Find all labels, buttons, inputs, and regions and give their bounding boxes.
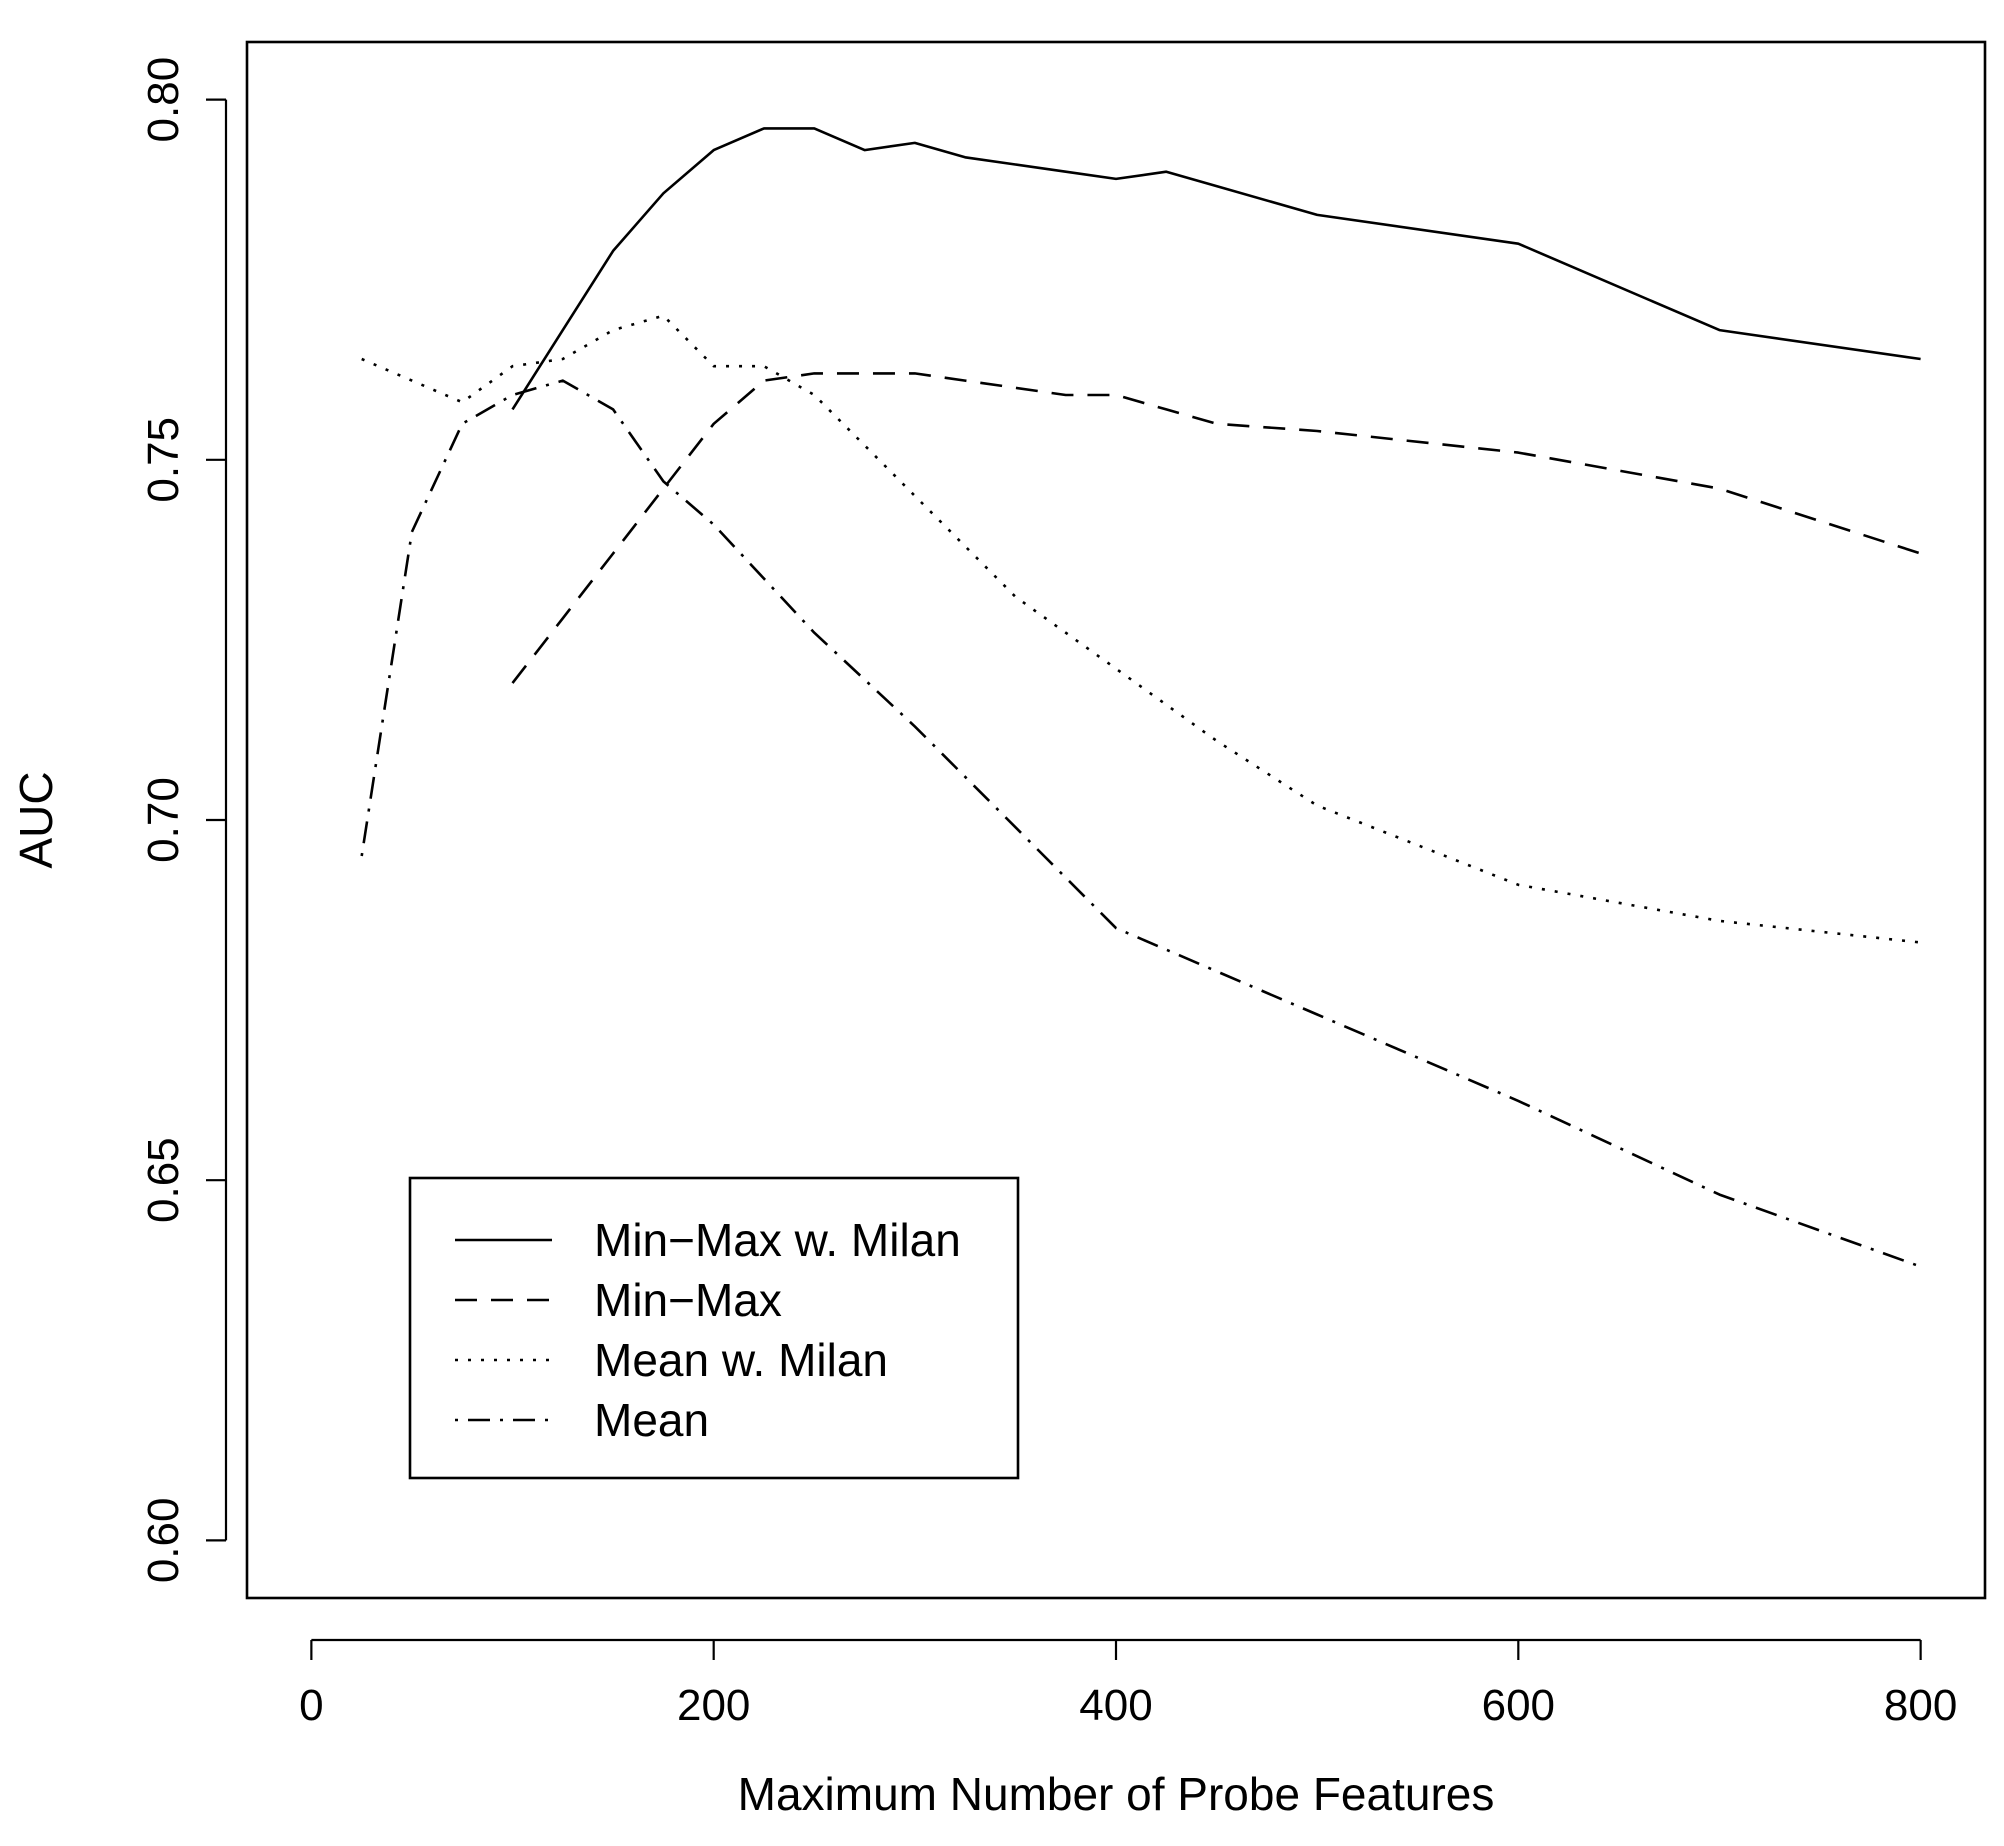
x-axis: 0 200 400 600 800: [299, 1638, 1957, 1730]
y-tick-label: 0.60: [139, 1498, 188, 1584]
x-tick-label: 0: [299, 1681, 323, 1730]
legend-box: [408, 1176, 1020, 1480]
x-tick-label: 400: [1079, 1681, 1152, 1730]
legend-label-0: Min−Max w. Milan: [594, 1214, 961, 1266]
legend-label-3: Mean: [594, 1394, 709, 1446]
x-tick-label: 200: [677, 1681, 750, 1730]
series-line-1: [511, 372, 1921, 684]
y-axis: 0.60 0.65 0.70 0.75 0.80: [139, 57, 228, 1584]
legend-label-2: Mean w. Milan: [594, 1334, 888, 1386]
series-layer: [360, 127, 1922, 1268]
legend-label-1: Min−Max: [594, 1274, 782, 1326]
y-tick-label: 0.70: [139, 777, 188, 863]
y-tick-label: 0.80: [139, 57, 188, 143]
series-line-0: [511, 127, 1921, 411]
x-tick-label: 600: [1482, 1681, 1555, 1730]
plot-frame: [245, 40, 1987, 1600]
y-tick-label: 0.65: [139, 1137, 188, 1223]
y-tick-label: 0.75: [139, 417, 188, 503]
x-tick-label: 800: [1884, 1681, 1957, 1730]
y-axis-title: AUC: [10, 771, 62, 868]
x-axis-title: Maximum Number of Probe Features: [738, 1768, 1495, 1820]
series-line-3: [360, 379, 1922, 1268]
series-line-2: [361, 314, 1921, 944]
legend: Min−Max w. Milan Min−Max Mean w. Milan Mean: [408, 1176, 1020, 1480]
